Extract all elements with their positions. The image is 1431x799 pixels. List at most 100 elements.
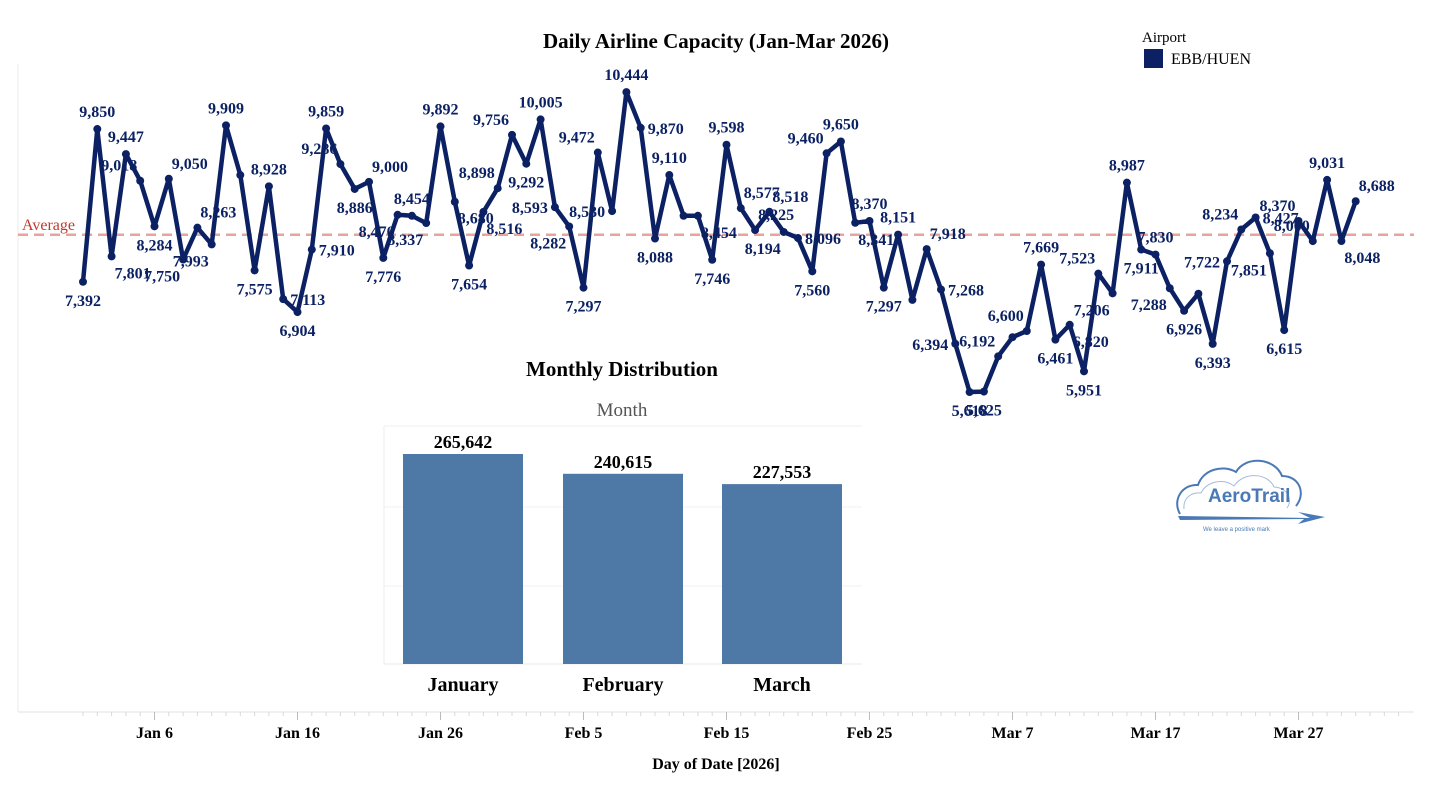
data-point xyxy=(1051,335,1060,344)
data-point xyxy=(994,352,1003,361)
data-label: 7,560 xyxy=(794,282,830,299)
data-point xyxy=(479,207,488,216)
data-point xyxy=(836,137,845,146)
x-tick-label: Jan 16 xyxy=(275,725,320,742)
data-point xyxy=(465,261,474,270)
data-point xyxy=(1265,249,1274,258)
data-point xyxy=(622,88,631,97)
data-label: 8,370 xyxy=(852,196,888,213)
data-point xyxy=(93,125,102,134)
data-label: 6,600 xyxy=(988,308,1024,325)
data-label: 9,031 xyxy=(1309,155,1345,172)
data-point xyxy=(422,219,431,228)
data-point xyxy=(651,234,659,243)
data-point xyxy=(250,266,259,275)
data-label: 7,268 xyxy=(948,282,984,299)
data-point xyxy=(550,203,559,212)
data-point xyxy=(1065,320,1074,329)
data-label: 7,750 xyxy=(144,269,180,286)
data-point xyxy=(407,211,416,220)
data-point xyxy=(636,123,645,132)
data-point xyxy=(794,234,802,243)
data-label: 7,575 xyxy=(237,281,273,298)
data-point xyxy=(222,121,230,130)
data-label: 8,370 xyxy=(1260,198,1296,215)
data-point xyxy=(808,267,817,276)
data-point xyxy=(508,130,516,139)
data-label: 8,337 xyxy=(387,232,423,249)
x-tick-label: Mar 17 xyxy=(1131,725,1181,742)
data-point xyxy=(922,245,931,254)
data-point xyxy=(679,211,688,220)
data-label: 5,618 xyxy=(952,403,988,420)
bar-category-label: February xyxy=(582,674,663,696)
data-label: 7,776 xyxy=(365,269,401,286)
data-point xyxy=(322,124,331,133)
data-label: 8,987 xyxy=(1109,158,1145,175)
legend: Airport EBB/HUEN xyxy=(1142,30,1251,68)
inset-title: Monthly Distribution xyxy=(526,357,718,381)
data-label: 6,615 xyxy=(1266,341,1302,358)
monthly-distribution-inset: Monthly Distribution Month 265,642 Januar… xyxy=(383,357,862,696)
data-label: 8,577 xyxy=(744,185,780,202)
data-label: 8,000 xyxy=(1274,218,1310,235)
data-label: 8,518 xyxy=(772,189,808,206)
data-point xyxy=(1208,339,1217,348)
data-point xyxy=(1251,213,1260,222)
data-point xyxy=(1165,284,1174,293)
data-label: 8,688 xyxy=(1359,178,1395,195)
data-point xyxy=(179,255,188,264)
data-point xyxy=(79,277,87,286)
data-label: 5,625 xyxy=(966,403,1002,420)
data-point xyxy=(722,140,731,149)
data-label: 6,192 xyxy=(959,333,995,350)
aerotrail-logo: AeroTrail We leave a positive mark xyxy=(1176,459,1325,533)
average-label: Average xyxy=(22,217,75,234)
data-point xyxy=(264,182,273,191)
data-point xyxy=(207,240,216,249)
data-point xyxy=(1237,225,1246,234)
data-point xyxy=(1194,289,1203,298)
data-label: 8,516 xyxy=(486,221,522,238)
data-label: 9,292 xyxy=(508,175,544,192)
data-label: 7,206 xyxy=(1074,302,1110,319)
data-point xyxy=(593,148,602,157)
data-point xyxy=(665,171,674,180)
data-label: 6,461 xyxy=(1037,351,1073,368)
x-tick-label: Jan 6 xyxy=(136,725,173,742)
data-point xyxy=(1080,367,1088,376)
data-label: 8,680 xyxy=(458,211,494,228)
data-label: 6,394 xyxy=(912,337,948,354)
data-label: 9,892 xyxy=(423,101,459,118)
data-label: 9,050 xyxy=(172,156,208,173)
bar-category-label: March xyxy=(753,674,810,696)
x-tick-label: Mar 27 xyxy=(1274,725,1324,742)
data-point xyxy=(350,184,359,193)
data-label: 8,928 xyxy=(251,161,287,178)
data-label: 8,234 xyxy=(1202,206,1238,223)
data-label: 7,297 xyxy=(866,299,902,316)
data-point xyxy=(1180,306,1189,315)
data-label: 8,282 xyxy=(530,235,566,252)
data-label: 9,286 xyxy=(301,141,337,158)
data-label: 6,393 xyxy=(1195,355,1231,372)
data-label: 8,194 xyxy=(745,241,781,258)
bar-february xyxy=(563,473,683,664)
data-label: 9,850 xyxy=(79,104,115,121)
data-label: 9,756 xyxy=(473,112,509,129)
data-point xyxy=(450,197,459,206)
data-label: 6,926 xyxy=(1166,322,1202,339)
data-point xyxy=(708,255,717,264)
data-point xyxy=(121,150,130,159)
data-point xyxy=(693,211,702,220)
data-label: 7,722 xyxy=(1184,254,1220,271)
chart-title: Daily Airline Capacity (Jan-Mar 2026) xyxy=(543,29,889,53)
data-label: 7,288 xyxy=(1131,297,1167,314)
data-point xyxy=(1280,326,1289,335)
data-point xyxy=(1022,327,1031,335)
data-point xyxy=(136,176,145,185)
data-label: 9,859 xyxy=(308,103,344,120)
data-label: 9,650 xyxy=(823,116,859,133)
data-point xyxy=(193,223,202,232)
bar-march xyxy=(722,484,842,664)
